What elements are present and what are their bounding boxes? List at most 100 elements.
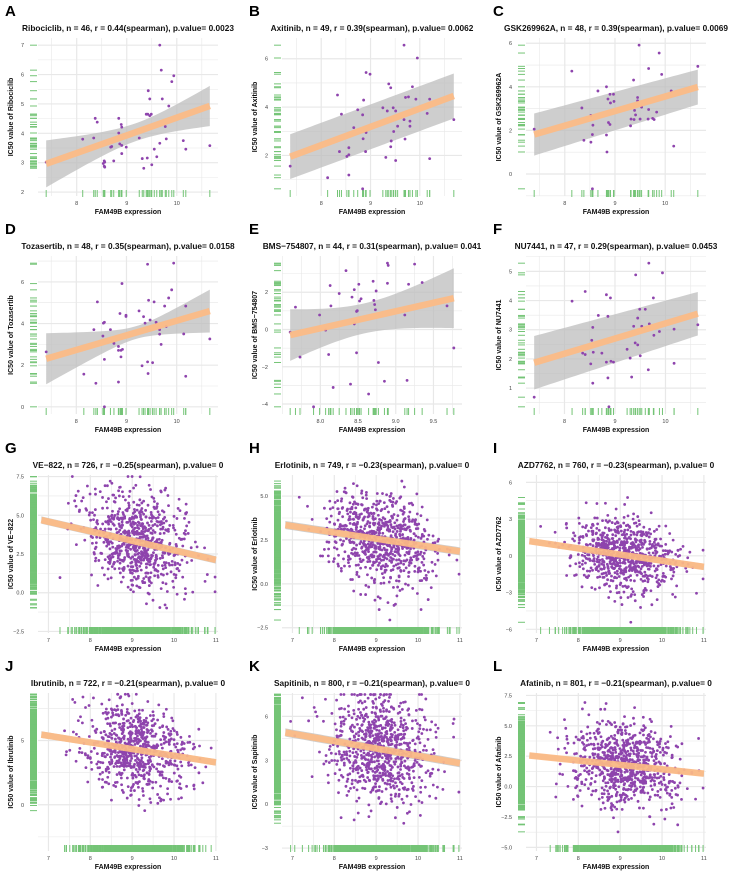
data-point — [176, 561, 180, 565]
data-point — [332, 560, 335, 563]
data-point — [655, 110, 659, 114]
data-point — [184, 502, 188, 506]
data-point — [370, 576, 374, 580]
data-point — [135, 508, 139, 512]
data-point — [607, 405, 611, 409]
data-point — [113, 560, 116, 564]
data-point — [367, 550, 370, 554]
scatter-panel-h: H Erlotinib, n = 749, r = −0.23(spearman)… — [244, 437, 488, 655]
data-point — [632, 324, 636, 328]
x-axis-label: FAM49B expression — [95, 427, 162, 434]
data-point — [125, 530, 129, 534]
data-point — [208, 144, 212, 148]
data-point — [319, 554, 322, 558]
data-point — [162, 510, 166, 514]
data-point — [77, 510, 81, 513]
data-point — [394, 109, 398, 113]
data-point — [145, 156, 149, 160]
data-point — [116, 556, 120, 560]
y-tick-label: 4 — [509, 85, 512, 91]
y-tick-label: −4 — [262, 402, 268, 408]
data-point — [140, 157, 144, 160]
data-point — [142, 554, 146, 557]
x-tick-label: 7 — [47, 638, 50, 644]
data-point — [172, 514, 176, 518]
y-tick-label: 5.0 — [260, 494, 268, 500]
data-point — [416, 535, 420, 539]
data-point — [288, 164, 292, 168]
data-point — [154, 320, 158, 324]
y-tick-label: 2 — [21, 363, 24, 369]
data-point — [174, 573, 178, 577]
data-point — [118, 552, 122, 555]
data-point — [108, 562, 112, 565]
data-point — [612, 100, 616, 103]
y-tick-label: −2.5 — [13, 629, 24, 635]
data-point — [130, 475, 134, 478]
data-point — [318, 313, 321, 317]
data-point — [361, 137, 365, 141]
data-point — [132, 548, 136, 551]
data-point — [591, 123, 595, 127]
scatter-panel-d: D Tozasertib, n = 48, r = 0.35(spearman),… — [0, 218, 244, 437]
data-point — [387, 580, 391, 584]
x-tick-label: 10 — [174, 419, 180, 425]
data-point — [364, 71, 368, 74]
data-point — [386, 281, 389, 285]
data-point — [154, 556, 158, 559]
x-axis-label: FAM49B expression — [583, 427, 650, 434]
data-point — [150, 532, 154, 535]
data-point — [609, 359, 613, 363]
data-point — [634, 273, 638, 277]
data-point — [172, 586, 176, 589]
rug-marks — [274, 480, 460, 634]
y-tick-label: −2 — [262, 365, 268, 371]
data-point — [343, 486, 347, 490]
data-point — [108, 479, 112, 483]
data-point — [107, 527, 111, 531]
data-point — [163, 563, 167, 567]
data-point — [607, 121, 610, 124]
y-axis-label: IC50 value of Tozasertib — [8, 295, 15, 375]
data-point — [139, 524, 142, 527]
data-point — [143, 530, 147, 533]
y-tick-label: 4 — [265, 105, 268, 111]
rug-marks — [274, 44, 455, 197]
data-point — [436, 539, 440, 543]
data-point — [338, 150, 341, 153]
data-point — [605, 293, 608, 297]
x-tick-label: 11 — [213, 638, 219, 644]
data-point — [608, 92, 612, 96]
data-point — [129, 522, 133, 526]
chart-title: Ribociclib, n = 46, r = 0.44(spearman), … — [22, 23, 234, 33]
data-point — [185, 561, 189, 564]
data-point — [583, 353, 587, 356]
data-point — [137, 136, 141, 140]
data-point — [89, 518, 93, 522]
data-point — [174, 532, 178, 536]
x-tick-label: 9 — [613, 419, 616, 425]
data-point — [387, 82, 391, 86]
data-point — [119, 549, 123, 553]
data-point — [165, 590, 169, 593]
data-point — [106, 577, 110, 581]
data-point — [113, 514, 117, 517]
data-point — [151, 598, 155, 602]
data-point — [73, 499, 77, 503]
data-point — [402, 118, 406, 122]
data-point — [371, 563, 374, 567]
data-point — [93, 552, 96, 556]
x-tick-label: 9 — [131, 638, 134, 644]
y-tick-label: 4 — [509, 299, 512, 305]
data-point — [625, 347, 629, 351]
data-point — [165, 606, 169, 610]
data-point — [394, 547, 398, 551]
x-tick-label: 10 — [415, 638, 421, 644]
data-point — [144, 571, 148, 575]
data-point — [361, 113, 365, 117]
data-point — [346, 512, 350, 516]
data-point — [168, 524, 172, 527]
data-point — [95, 535, 99, 539]
data-point — [355, 351, 358, 355]
data-point — [103, 484, 107, 488]
